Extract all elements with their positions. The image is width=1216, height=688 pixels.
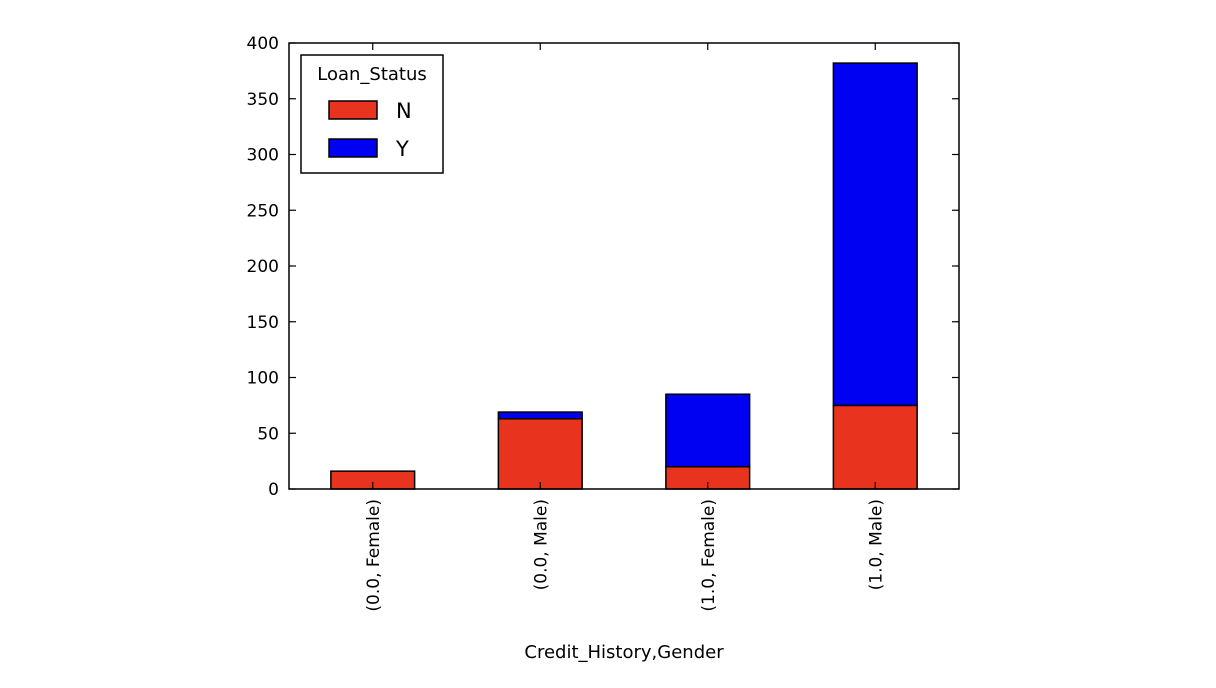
- x-tick-label: (1.0, Female): [699, 499, 719, 612]
- legend-label-n: N: [396, 99, 412, 123]
- bar-0-0-male-y: [497, 411, 583, 420]
- bar-0-0-male-n: [497, 418, 583, 490]
- x-tick-label: (0.0, Female): [364, 499, 384, 612]
- y-tick-label: 150: [247, 313, 279, 333]
- x-axis: (0.0, Female) (0.0, Male) (1.0, Female) (1.…: [364, 43, 886, 612]
- y-tick-label: 50: [257, 424, 279, 444]
- y-tick-label: 400: [247, 34, 279, 54]
- legend: Loan_Status NY: [300, 54, 444, 174]
- x-tick-label: (1.0, Male): [866, 499, 886, 590]
- y-tick-label: 350: [247, 90, 279, 110]
- x-tick-label: (0.0, Male): [531, 499, 551, 590]
- x-axis-label: Credit_History,Gender: [524, 642, 724, 663]
- bar-1-0-male-n: [832, 404, 918, 490]
- y-axis: 0 50 100 150 200 250 300 350 400: [247, 34, 959, 500]
- legend-title: Loan_Status: [317, 64, 427, 85]
- bars-group: [330, 62, 918, 490]
- legend-swatch-n: [328, 100, 378, 120]
- y-tick-label: 0: [268, 480, 279, 500]
- legend-label-y: Y: [395, 137, 409, 161]
- y-tick-label: 250: [247, 201, 279, 221]
- y-tick-label: 200: [247, 257, 279, 277]
- y-tick-label: 100: [247, 369, 279, 389]
- bar-1-0-female-y: [665, 393, 751, 468]
- legend-swatch-y: [328, 138, 378, 158]
- bar-1-0-male-y: [832, 62, 918, 407]
- y-tick-label: 300: [247, 146, 279, 166]
